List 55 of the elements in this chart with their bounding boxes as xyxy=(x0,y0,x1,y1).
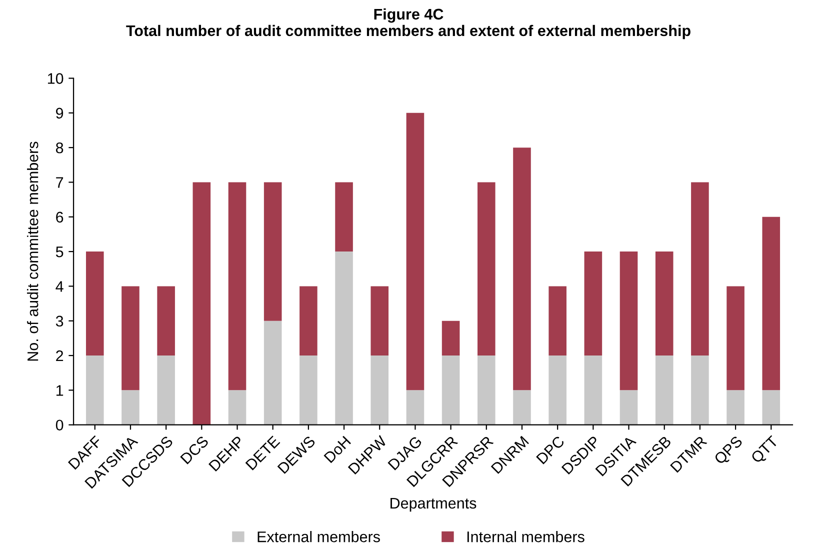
bar xyxy=(300,286,318,356)
bar xyxy=(691,182,709,356)
bar xyxy=(406,390,424,425)
y-tick-label: 8 xyxy=(56,142,64,154)
bar xyxy=(442,356,460,425)
y-axis-title: No. of audit committee members xyxy=(27,142,38,361)
bar xyxy=(335,182,353,252)
bar xyxy=(264,182,282,321)
bar xyxy=(370,356,389,425)
bar xyxy=(548,356,566,425)
bar xyxy=(228,390,246,425)
bar xyxy=(478,182,496,356)
bar xyxy=(478,356,496,425)
bar xyxy=(548,286,566,356)
bar xyxy=(157,356,175,425)
y-tick-label: 10 xyxy=(48,73,64,84)
y-tick-label: 3 xyxy=(56,316,64,327)
y-tick-label: 6 xyxy=(56,212,64,223)
bar xyxy=(584,356,602,425)
bar xyxy=(370,286,389,356)
bar xyxy=(726,390,744,425)
bar xyxy=(192,182,211,425)
y-tick-label: 4 xyxy=(56,281,64,292)
bar xyxy=(122,390,140,425)
y-tick-label: 9 xyxy=(56,108,64,119)
bar xyxy=(157,286,175,356)
bar xyxy=(300,356,318,425)
bar xyxy=(86,356,104,425)
bar xyxy=(620,390,638,425)
bar xyxy=(513,148,531,390)
bar xyxy=(122,286,140,390)
bar xyxy=(655,252,674,356)
bar xyxy=(620,252,638,390)
bar xyxy=(726,286,744,390)
bar xyxy=(228,182,246,390)
chart-title: Figure 4C Total number of audit committee members and extent of external membership xyxy=(126,8,690,40)
bar xyxy=(335,252,353,425)
bar xyxy=(762,216,780,390)
bar xyxy=(762,390,780,425)
y-tick-label: 1 xyxy=(56,385,64,396)
bar xyxy=(655,356,674,425)
y-tick-label: 7 xyxy=(56,177,64,188)
bar xyxy=(406,112,424,390)
legend-label: Internal members xyxy=(467,531,584,542)
bar xyxy=(691,356,709,425)
bar xyxy=(86,252,104,356)
legend-label: External members xyxy=(258,531,380,542)
bar xyxy=(264,320,282,425)
y-tick-label: 0 xyxy=(56,420,64,431)
y-tick-label: 2 xyxy=(56,350,64,362)
bar xyxy=(442,320,460,356)
x-axis-title: Departments xyxy=(390,498,476,512)
bar xyxy=(584,252,602,356)
y-tick-label: 5 xyxy=(56,246,64,258)
bar xyxy=(513,390,531,425)
